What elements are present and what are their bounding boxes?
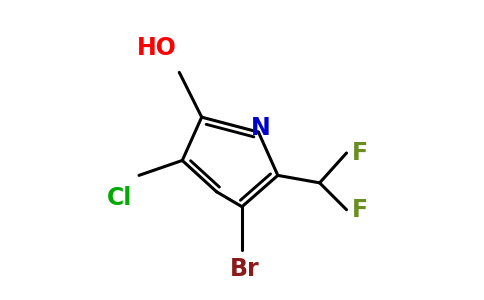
Text: N: N (251, 116, 271, 140)
Text: Cl: Cl (107, 186, 132, 210)
Text: HO: HO (137, 37, 177, 61)
Text: F: F (352, 198, 368, 222)
Text: F: F (352, 141, 368, 165)
Text: Br: Br (230, 257, 260, 281)
